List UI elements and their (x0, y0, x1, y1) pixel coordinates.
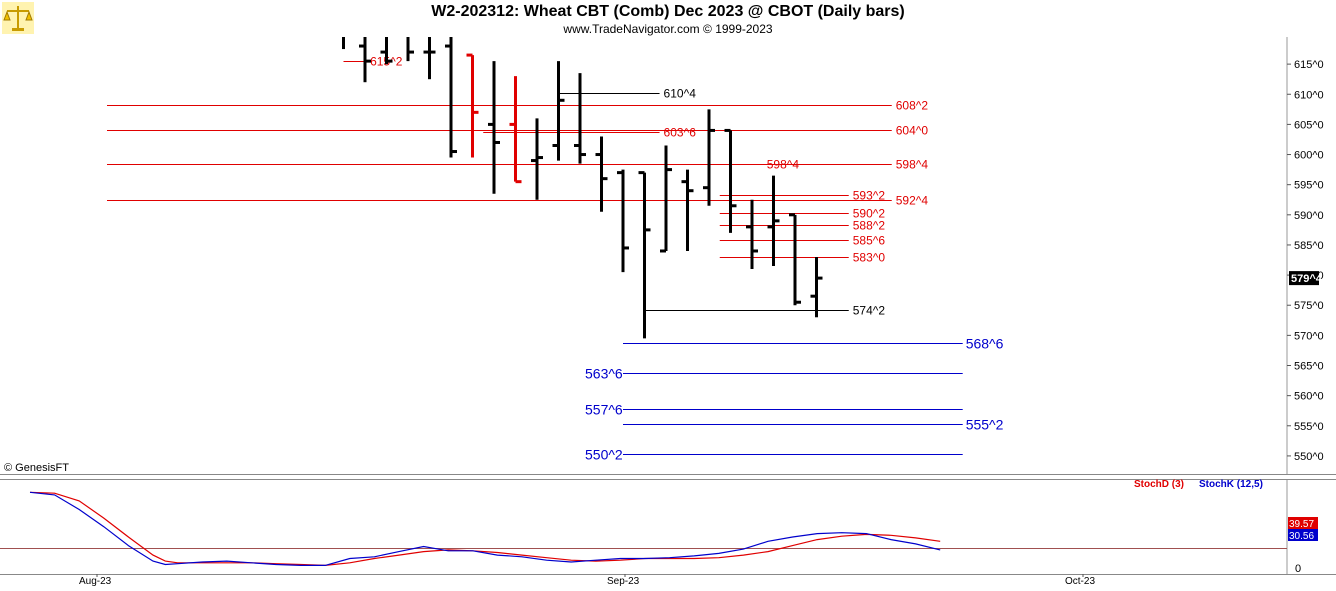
level-label: 598^4 (767, 158, 800, 172)
last-price-label: 579^4 (1291, 273, 1323, 285)
level-label: 590^2 (853, 207, 886, 221)
stoch-value-label: 39.57 (1289, 519, 1314, 530)
stoch-legend-label: StochD (3) (1134, 479, 1184, 490)
level-label: 585^6 (853, 234, 886, 248)
stoch-value-label: 30.56 (1289, 531, 1314, 542)
chart-subtitle: www.TradeNavigator.com © 1999-2023 (563, 22, 773, 36)
price-tick-label: 595^0 (1294, 180, 1324, 192)
price-tick-label: 585^0 (1294, 240, 1324, 252)
scales-logo-icon (2, 2, 34, 34)
price-tick-label: 575^0 (1294, 300, 1324, 312)
level-label: 588^2 (853, 219, 886, 233)
price-tick-label: 605^0 (1294, 119, 1324, 131)
last-price-badge (1289, 271, 1319, 286)
date-label: Aug-23 (79, 576, 112, 587)
price-tick-label: 555^0 (1294, 421, 1324, 433)
price-tick-label: 570^0 (1294, 330, 1324, 342)
level-label: 557^6 (585, 402, 623, 418)
level-label: 550^2 (585, 447, 623, 463)
level-label: 598^4 (896, 158, 929, 172)
stoch-value-badge (1288, 529, 1318, 541)
price-tick-label: 550^0 (1294, 451, 1324, 463)
level-label: 563^6 (585, 366, 623, 382)
price-tick-label: 615^0 (1294, 59, 1324, 71)
price-tick-label: 560^0 (1294, 391, 1324, 403)
level-label: 568^6 (966, 336, 1004, 352)
date-label: Sep-23 (607, 576, 640, 587)
level-label: 592^4 (896, 194, 929, 208)
stoch-value-badge (1288, 517, 1318, 529)
level-label: 603^6 (664, 126, 697, 140)
price-tick-label: 600^0 (1294, 150, 1324, 162)
level-label: 593^2 (853, 189, 886, 203)
level-label: 604^0 (896, 124, 929, 138)
stoch-line (29, 491, 941, 567)
price-tick-label: 565^0 (1294, 361, 1324, 373)
chart-title: W2-202312: Wheat CBT (Comb) Dec 2023 @ C… (431, 3, 905, 20)
copyright-label: © GenesisFT (4, 462, 69, 474)
stoch-legend-label: StochK (12,5) (1199, 479, 1263, 490)
level-label: 574^2 (853, 304, 886, 318)
level-label: 608^2 (896, 99, 929, 113)
price-pane: 615^0610^0605^0600^0595^0590^0585^0580^0… (0, 37, 1336, 480)
stoch-tick-label: 0 (1295, 563, 1301, 575)
price-tick-label: 610^0 (1294, 89, 1324, 101)
level-label: 610^4 (664, 87, 697, 101)
level-label: 555^2 (966, 417, 1004, 433)
price-tick-label: 590^0 (1294, 210, 1324, 222)
stoch-line (29, 491, 941, 567)
level-label: 583^0 (853, 251, 886, 265)
date-label: Oct-23 (1065, 576, 1095, 587)
